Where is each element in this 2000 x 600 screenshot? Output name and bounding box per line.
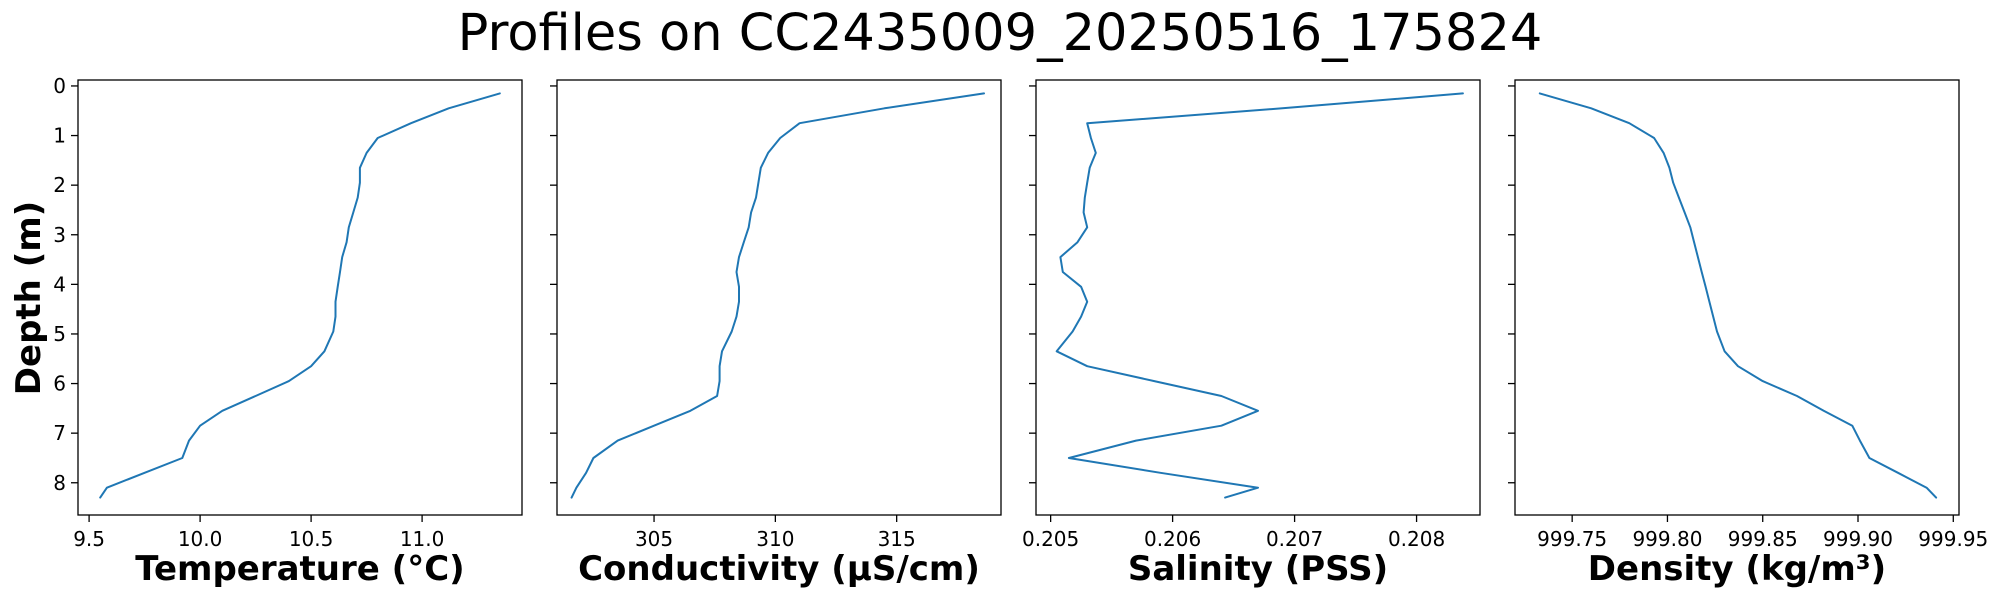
y-tick-label-5: 4: [53, 272, 66, 296]
x-tick-label-4-1: 999.75: [1537, 527, 1607, 551]
y-tick-label-6: 5: [53, 322, 66, 346]
x-tick-label-2-3: 315: [878, 527, 916, 551]
series-line-2: [570, 92, 985, 499]
y-tick-label-2: 1: [53, 124, 66, 148]
plot-frame-4: [1514, 79, 1960, 516]
series-line-3: [1055, 92, 1464, 499]
x-axis-label-4: Density (kg/m³): [1588, 549, 1886, 589]
series-line-4: [1538, 92, 1938, 499]
panel-4: 999.75 999.80 999.85 999.90 999.95 Density (k…: [1508, 79, 1988, 589]
chart-panels: 9.5 10.0 10.5 11.0 0 1 2 3 4 5 6 7 8 Temperature (°C)…: [53, 74, 1988, 589]
y-tick-label-4: 3: [53, 223, 66, 247]
y-tick-label-8: 7: [53, 421, 66, 445]
x-tick-label-1-4: 11.0: [400, 527, 445, 551]
x-axis-label-2: Conductivity (µS/cm): [578, 549, 980, 589]
series-line-1: [99, 92, 501, 499]
plot-frame-3: [1035, 79, 1481, 516]
y-tick-label-1: 0: [53, 74, 66, 98]
x-tick-label-4-5: 999.95: [1918, 527, 1988, 551]
x-tick-label-3-3: 0.207: [1266, 527, 1323, 551]
x-tick-label-2-1: 305: [635, 527, 673, 551]
x-tick-label-1-2: 10.0: [178, 527, 223, 551]
x-tick-label-1-3: 10.5: [289, 527, 334, 551]
x-tick-label-2-2: 310: [756, 527, 794, 551]
plot-frame-1: [77, 79, 523, 516]
x-tick-label-3-1: 0.205: [1022, 527, 1079, 551]
x-axis-label-1: Temperature (°C): [135, 549, 464, 589]
plot-frame-2: [556, 79, 1002, 516]
x-tick-label-3-2: 0.206: [1144, 527, 1201, 551]
figure-title: Profiles on CC2435009_20250516_175824: [458, 4, 1543, 63]
x-tick-label-4-2: 999.80: [1632, 527, 1702, 551]
x-tick-label-4-3: 999.85: [1728, 527, 1798, 551]
panel-1: 9.5 10.0 10.5 11.0 0 1 2 3 4 5 6 7 8 Temperature (°C): [53, 74, 523, 589]
x-tick-label-4-4: 999.90: [1823, 527, 1893, 551]
x-tick-label-1-1: 9.5: [73, 527, 105, 551]
y-tick-label-3: 2: [53, 173, 66, 197]
y-tick-label-7: 6: [53, 372, 66, 396]
y-axis-label: Depth (m): [9, 201, 49, 395]
x-axis-label-3: Salinity (PSS): [1128, 549, 1388, 589]
y-tick-label-9: 8: [53, 471, 66, 495]
x-tick-label-3-4: 0.208: [1388, 527, 1445, 551]
